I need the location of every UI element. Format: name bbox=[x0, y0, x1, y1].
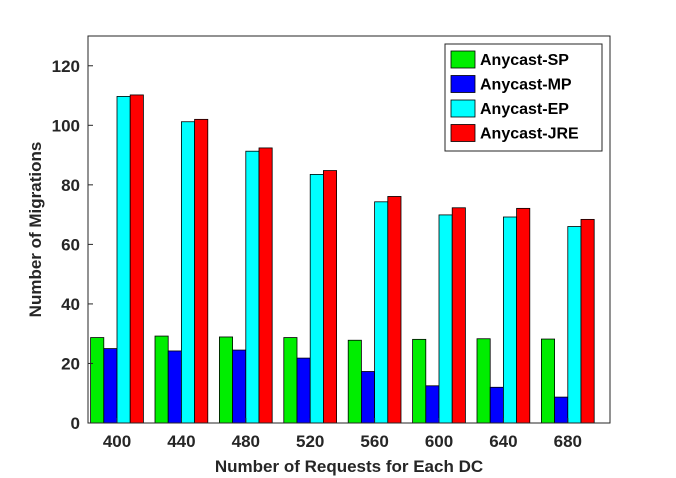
bar-anycast-ep-440 bbox=[180, 121, 195, 424]
y-tick-label: 120 bbox=[52, 57, 80, 76]
plot-frame bbox=[87, 35, 611, 424]
legend: Anycast-SP Anycast-MP Anycast-EP Anycast-JR… bbox=[444, 43, 603, 152]
x-tick-label: 560 bbox=[360, 432, 388, 451]
y-tick-label: 0 bbox=[71, 414, 80, 433]
x-tick-label: 400 bbox=[103, 432, 131, 451]
bar-anycast-sp-560 bbox=[347, 339, 362, 424]
bar-anycast-jre-520 bbox=[322, 170, 337, 424]
legend-swatch-anycast-jre bbox=[450, 124, 476, 142]
bar-anycast-jre-600 bbox=[451, 207, 466, 424]
x-tick-label: 600 bbox=[425, 432, 453, 451]
bar-anycast-jre-480 bbox=[258, 147, 273, 424]
bar-anycast-mp-440 bbox=[167, 350, 182, 424]
bar-anycast-ep-680 bbox=[567, 226, 582, 424]
legend-label-anycast-ep: Anycast-EP bbox=[480, 101, 569, 118]
bar-anycast-sp-600 bbox=[412, 338, 427, 424]
bars-group bbox=[90, 94, 595, 424]
bar-anycast-ep-480 bbox=[245, 150, 260, 424]
legend-label-anycast-jre: Anycast-JRE bbox=[480, 126, 579, 143]
bar-anycast-mp-520 bbox=[296, 357, 311, 424]
x-tick-label: 680 bbox=[554, 432, 582, 451]
bar-anycast-sp-440 bbox=[154, 335, 169, 424]
x-tick-label: 520 bbox=[296, 432, 324, 451]
legend-label-anycast-sp: Anycast-SP bbox=[480, 52, 569, 69]
bar-anycast-ep-560 bbox=[374, 201, 389, 424]
y-axis-label: Number of Migrations bbox=[26, 142, 45, 318]
y-tick-label: 20 bbox=[61, 354, 80, 373]
y-tick-label: 60 bbox=[61, 235, 80, 254]
bar-anycast-mp-480 bbox=[232, 349, 247, 424]
bar-anycast-jre-680 bbox=[580, 218, 595, 424]
legend-label-anycast-mp: Anycast-MP bbox=[480, 77, 572, 94]
bar-anycast-ep-400 bbox=[116, 96, 131, 424]
ticks-group: 400 440 480 520 560 600 640 680 0 20 40 60 80 100 120 bbox=[52, 57, 582, 451]
x-tick-label: 480 bbox=[232, 432, 260, 451]
y-tick-label: 100 bbox=[52, 116, 80, 135]
y-tick-label: 80 bbox=[61, 176, 80, 195]
legend-swatch-anycast-sp bbox=[450, 50, 476, 69]
x-tick-label: 640 bbox=[489, 432, 517, 451]
bar-anycast-ep-520 bbox=[309, 174, 324, 424]
legend-swatch-anycast-ep bbox=[450, 99, 476, 118]
bar-anycast-jre-560 bbox=[387, 196, 402, 424]
x-axis-label: Number of Requests for Each DC bbox=[215, 457, 483, 476]
bar-anycast-sp-480 bbox=[218, 336, 233, 424]
bar-anycast-jre-400 bbox=[129, 94, 144, 424]
x-tick-label: 440 bbox=[167, 432, 195, 451]
y-tick-label: 40 bbox=[61, 295, 80, 314]
bar-anycast-sp-640 bbox=[476, 338, 491, 424]
bar-anycast-ep-640 bbox=[502, 216, 517, 424]
bar-anycast-mp-640 bbox=[489, 386, 504, 424]
bar-anycast-mp-680 bbox=[554, 396, 569, 424]
bar-anycast-mp-560 bbox=[360, 371, 375, 424]
bar-anycast-jre-640 bbox=[516, 207, 531, 424]
bar-anycast-sp-680 bbox=[541, 338, 556, 424]
bar-anycast-mp-400 bbox=[103, 348, 118, 424]
bar-anycast-ep-600 bbox=[438, 214, 453, 424]
bar-anycast-mp-600 bbox=[425, 385, 440, 424]
bar-anycast-jre-440 bbox=[194, 118, 209, 424]
bar-anycast-sp-400 bbox=[90, 337, 105, 424]
legend-swatch-anycast-mp bbox=[450, 75, 476, 93]
bar-anycast-sp-520 bbox=[283, 337, 298, 424]
